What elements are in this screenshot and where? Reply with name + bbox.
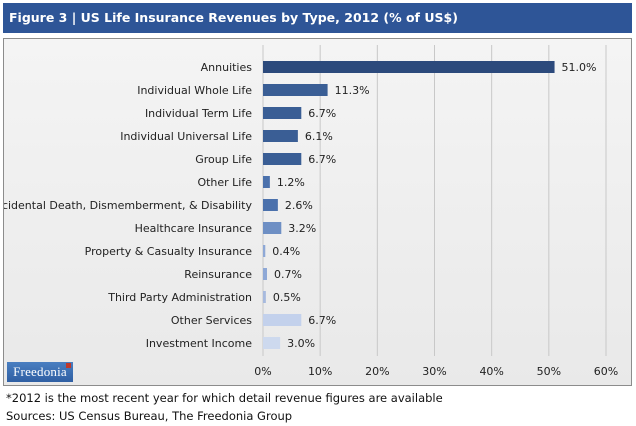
x-tick-label: 40% — [479, 365, 503, 378]
bar — [263, 245, 266, 257]
chart-area: 0% 10% 20% 30% 40% 50% 60% Annuities 51.0% Indivi… — [3, 38, 632, 386]
category-label: Other Life — [197, 176, 252, 189]
bar — [263, 84, 328, 96]
category-label: Individual Whole Life — [137, 84, 252, 97]
category-label: Annuities — [201, 61, 253, 74]
bar — [263, 107, 302, 119]
bar — [263, 337, 281, 349]
data-label: 3.0% — [287, 337, 315, 350]
bar — [263, 314, 302, 326]
bar — [263, 291, 266, 303]
bar — [263, 130, 298, 142]
data-label: 3.2% — [288, 222, 316, 235]
x-tick-label: 20% — [365, 365, 389, 378]
category-label: Accidental Death, Dismemberment, & Disab… — [4, 199, 252, 212]
bar — [263, 268, 268, 280]
freedonia-logo: Freedonia — [7, 362, 73, 382]
bar — [263, 176, 270, 188]
category-label: Healthcare Insurance — [135, 222, 253, 235]
category-label: Property & Casualty Insurance — [85, 245, 253, 258]
category-label: Reinsurance — [184, 268, 252, 281]
logo-mark-icon — [66, 363, 71, 368]
x-tick-label: 0% — [254, 365, 271, 378]
bar — [263, 153, 302, 165]
x-tick-label: 60% — [594, 365, 618, 378]
bar — [263, 222, 282, 234]
data-label: 11.3% — [335, 84, 370, 97]
footnote: *2012 is the most recent year for which … — [6, 391, 443, 405]
category-label: Group Life — [195, 153, 252, 166]
category-label: Investment Income — [146, 337, 253, 350]
data-label: 6.7% — [308, 153, 336, 166]
data-label: 0.4% — [272, 245, 300, 258]
category-label: Third Party Administration — [107, 291, 252, 304]
data-label: 0.7% — [274, 268, 302, 281]
category-label: Other Services — [171, 314, 252, 327]
data-label: 6.7% — [308, 314, 336, 327]
data-label: 6.7% — [308, 107, 336, 120]
logo-text: Freedonia — [13, 364, 67, 379]
bar-chart: 0% 10% 20% 30% 40% 50% 60% Annuities 51.0% Indivi… — [4, 45, 618, 378]
data-label: 1.2% — [277, 176, 305, 189]
data-label: 0.5% — [273, 291, 301, 304]
x-tick-label: 30% — [422, 365, 446, 378]
data-label: 6.1% — [305, 130, 333, 143]
data-label: 51.0% — [562, 61, 597, 74]
category-label: Individual Universal Life — [120, 130, 252, 143]
bar — [263, 199, 278, 211]
x-tick-label: 10% — [308, 365, 332, 378]
category-label: Individual Term Life — [145, 107, 252, 120]
data-label: 2.6% — [285, 199, 313, 212]
sources-line: Sources: US Census Bureau, The Freedonia… — [6, 409, 293, 423]
bar — [263, 61, 555, 73]
x-tick-label: 50% — [537, 365, 561, 378]
figure-title: Figure 3 | US Life Insurance Revenues by… — [3, 3, 632, 33]
